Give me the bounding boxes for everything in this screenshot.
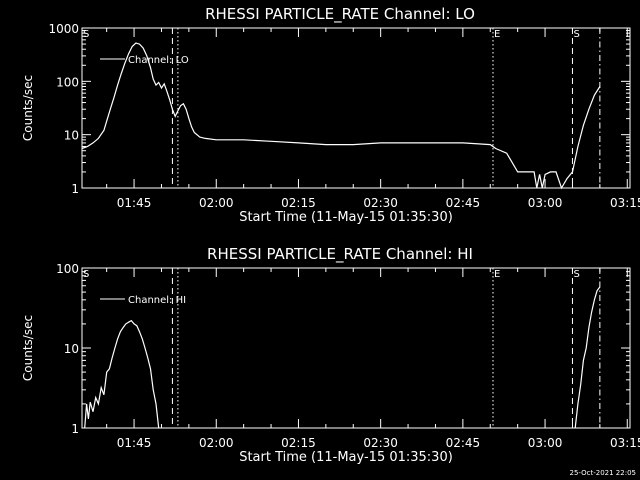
y-tick-label: 100 xyxy=(56,262,79,276)
chart-panel-2: RHESSI PARTICLE_RATE Channel: HI 1 10 100 Co… xyxy=(21,245,640,465)
x-tick-label: 03:15 xyxy=(610,196,640,210)
x-tick-label: 03:15 xyxy=(610,436,640,450)
x-tick-label: 02:00 xyxy=(199,436,234,450)
y-tick-label: 1000 xyxy=(48,22,79,36)
y-tick-label: 1 xyxy=(71,182,79,196)
footer-timestamp: 25-Oct-2021 22:05 xyxy=(570,469,636,477)
marker-label: S xyxy=(573,269,579,280)
data-series-line-1 xyxy=(84,319,160,429)
data-series-line-1 xyxy=(81,42,601,190)
marker-label: E xyxy=(494,269,500,280)
x-tick-label: 02:45 xyxy=(446,196,481,210)
x-tick-label: 02:45 xyxy=(446,436,481,450)
x-axis-label: Start Time (11-May-15 01:35:30) xyxy=(239,210,453,225)
chart-title: RHESSI PARTICLE_RATE Channel: HI xyxy=(207,245,473,264)
x-axis-label: Start Time (11-May-15 01:35:30) xyxy=(239,450,453,465)
x-tick-label: 02:30 xyxy=(363,436,398,450)
marker-label: E xyxy=(494,29,500,40)
legend-label: Channel: HI xyxy=(128,295,186,306)
plot-frame xyxy=(81,27,631,189)
x-tick-label: 03:00 xyxy=(528,196,563,210)
marker-label: S xyxy=(83,269,89,280)
y-tick-label: 100 xyxy=(56,75,79,89)
chart-title: RHESSI PARTICLE_RATE Channel: LO xyxy=(205,5,475,24)
y-tick-label: 10 xyxy=(64,129,79,143)
x-tick-label: 03:00 xyxy=(528,436,563,450)
marker-label: S xyxy=(83,29,89,40)
x-tick-label: 01:45 xyxy=(117,196,152,210)
x-tick-label: 02:00 xyxy=(199,196,234,210)
y-axis-label: Counts/sec xyxy=(21,315,35,381)
x-tick-label: 02:30 xyxy=(363,196,398,210)
x-tick-label: 02:15 xyxy=(281,196,316,210)
legend-label: Channel: LO xyxy=(128,55,189,66)
y-tick-label: 1 xyxy=(71,422,79,436)
y-tick-label: 10 xyxy=(64,342,79,356)
marker-label: S xyxy=(573,29,579,40)
data-series-line-2 xyxy=(574,286,601,429)
y-axis-label: Counts/sec xyxy=(21,75,35,141)
x-tick-label: 02:15 xyxy=(281,436,316,450)
chart-panel-1: RHESSI PARTICLE_RATE Channel: LO 1 10 100 10… xyxy=(21,5,640,225)
x-tick-label: 01:45 xyxy=(117,436,152,450)
